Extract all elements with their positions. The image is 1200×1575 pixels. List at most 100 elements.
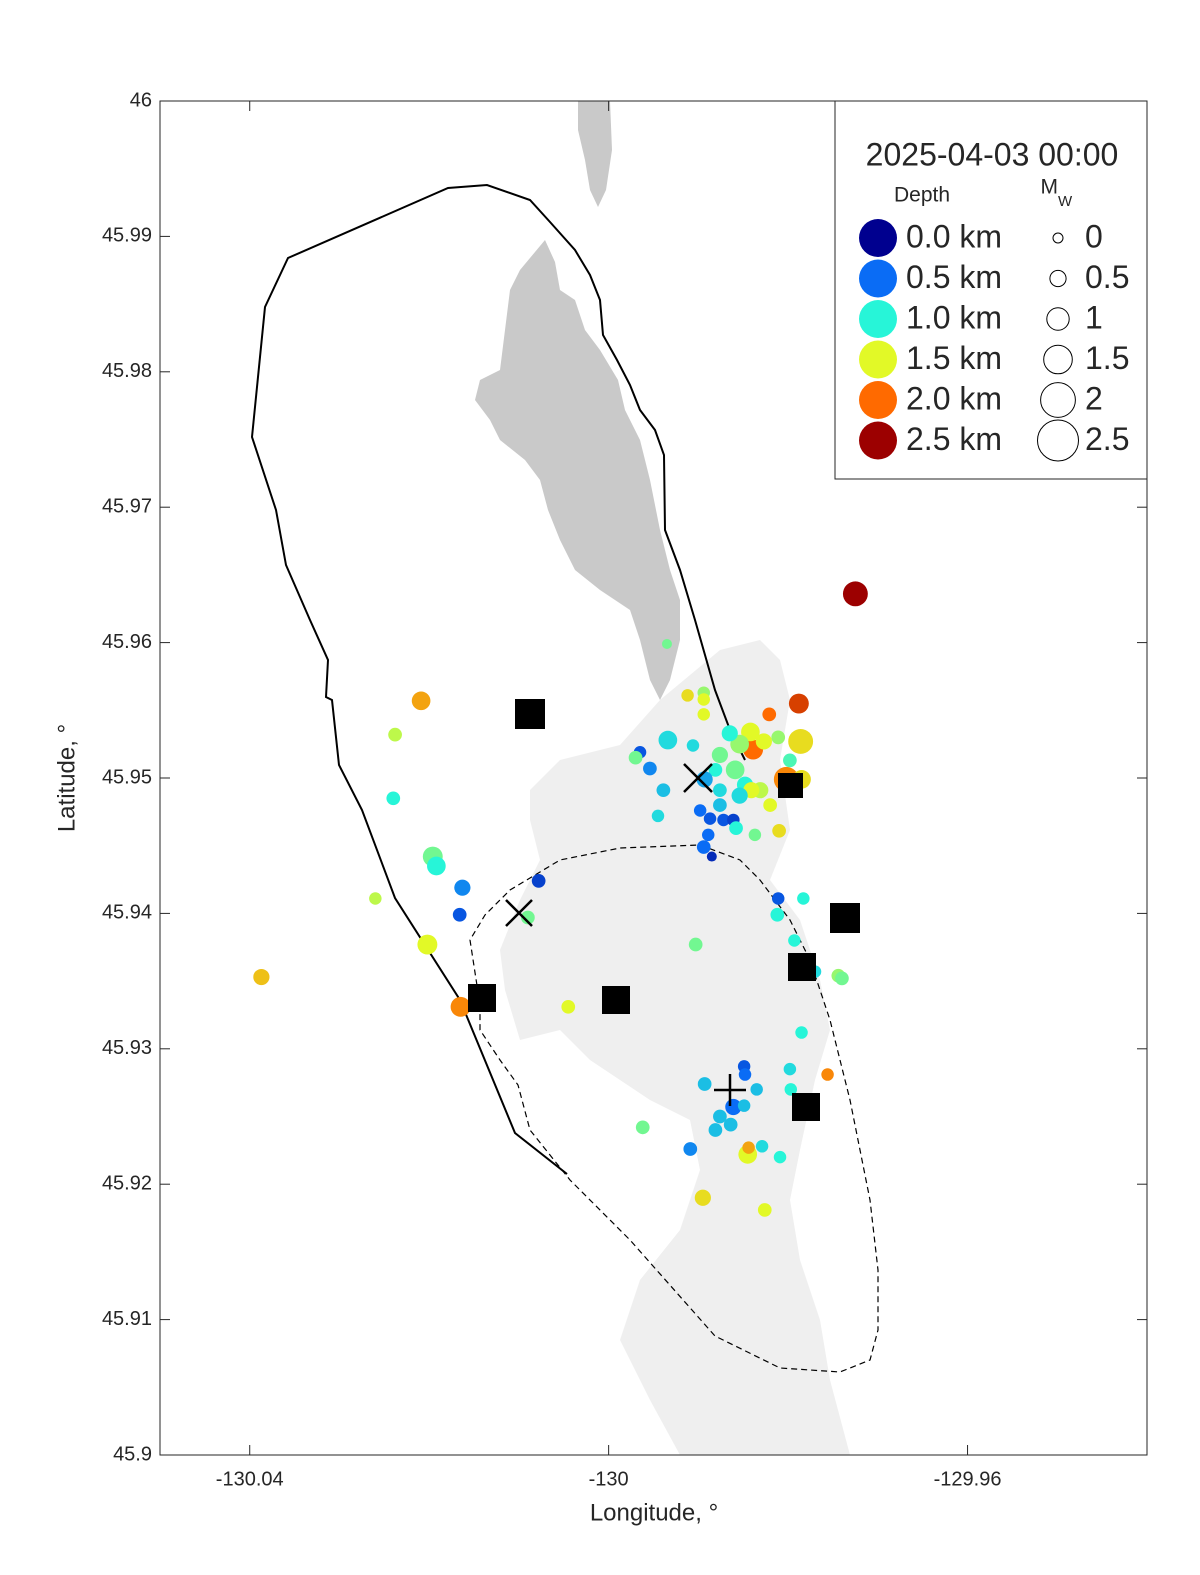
event <box>450 996 471 1017</box>
event <box>628 750 643 765</box>
depth-legend-label: 0.0 km <box>906 218 1002 254</box>
size-legend-swatch <box>1043 344 1073 375</box>
event <box>708 1123 723 1137</box>
size-legend-label: 2 <box>1085 380 1103 416</box>
event <box>788 934 801 947</box>
y-tick-label: 45.97 <box>102 495 152 517</box>
event <box>713 783 727 798</box>
boundary <box>250 183 746 1175</box>
dashed-boundary <box>469 844 879 1373</box>
event <box>772 823 786 838</box>
event <box>686 739 700 752</box>
depth-legend-label: 1.0 km <box>906 299 1002 335</box>
event <box>771 730 786 745</box>
y-tick-label: 45.98 <box>102 360 152 382</box>
y-tick-label: 45.9 <box>113 1443 152 1465</box>
event <box>697 708 710 721</box>
size-legend-title: M <box>1041 176 1059 199</box>
event <box>821 1068 834 1081</box>
x-tick-label: -129.96 <box>934 1468 1002 1490</box>
legend: 2025-04-03 00:00 Depth M W 0.0 km 0.5 km 1… <box>834 100 1148 480</box>
event <box>427 856 446 876</box>
y-tick-label: 45.91 <box>102 1308 152 1330</box>
event <box>701 828 715 842</box>
event <box>757 1203 772 1217</box>
depth-legend-swatch <box>859 219 897 257</box>
event <box>713 1109 727 1124</box>
size-legend-label: 0 <box>1085 218 1103 254</box>
event <box>703 812 717 825</box>
event <box>842 581 868 607</box>
x-tick-label: -130.04 <box>216 1468 284 1490</box>
size-legend-label: 0.5 <box>1085 259 1129 295</box>
event <box>762 707 777 722</box>
event <box>721 725 738 742</box>
event <box>788 693 809 714</box>
event <box>795 1026 808 1039</box>
event <box>688 937 703 952</box>
station <box>830 903 860 933</box>
event <box>656 783 671 798</box>
x-tick-label: -130 <box>589 1468 629 1490</box>
y-tick-label: 45.95 <box>102 766 152 788</box>
event <box>771 892 785 905</box>
event <box>658 730 678 750</box>
size-legend-swatch <box>1046 307 1070 331</box>
event <box>713 798 727 812</box>
depth-legend-swatch <box>859 421 897 460</box>
event <box>386 791 401 806</box>
size-legend-swatch <box>1049 269 1067 288</box>
station <box>788 953 816 981</box>
x-marker <box>505 899 533 927</box>
event <box>452 907 467 922</box>
event <box>763 798 778 812</box>
event <box>531 874 546 888</box>
y-tick-label: 46 <box>130 89 152 111</box>
event <box>742 1141 755 1154</box>
event <box>693 804 707 817</box>
size-legend-swatch <box>1040 382 1076 418</box>
event <box>706 851 717 862</box>
event <box>723 1117 738 1132</box>
y-tick-label: 45.96 <box>102 631 152 653</box>
depth-legend-swatch <box>859 259 897 298</box>
event <box>717 813 730 827</box>
station <box>468 984 496 1012</box>
event <box>738 1068 752 1081</box>
event <box>788 729 814 754</box>
depth-legend-swatch <box>859 300 897 338</box>
event <box>729 821 743 835</box>
event <box>783 1062 797 1076</box>
y-tick-label: 45.93 <box>102 1037 152 1059</box>
event <box>755 1140 769 1153</box>
event <box>697 1077 712 1091</box>
size-legend-label: 1.5 <box>1085 340 1129 376</box>
event <box>797 892 810 905</box>
event <box>725 760 745 780</box>
land <box>500 640 850 1455</box>
y-tick-label: 45.99 <box>102 225 152 247</box>
event <box>561 999 576 1014</box>
event <box>411 691 431 711</box>
legend-title: 2025-04-03 00:00 <box>866 136 1119 172</box>
event <box>731 787 748 804</box>
depth-legend-label: 2.0 km <box>906 380 1002 416</box>
depth-legend-label: 2.5 km <box>906 421 1002 457</box>
event <box>737 1099 751 1112</box>
depth-legend-label: 0.5 km <box>906 259 1002 295</box>
axes: 45.9 45.91 45.92 45.93 45.94 45.95 45.96 45.97 4… <box>102 89 1147 1490</box>
event <box>755 733 772 750</box>
y-tick-label: 45.92 <box>102 1172 152 1194</box>
event <box>651 809 665 823</box>
event <box>784 1083 798 1096</box>
event <box>708 763 723 777</box>
event <box>770 907 785 922</box>
stations <box>468 699 860 1121</box>
event <box>643 761 657 776</box>
size-legend-label: 1 <box>1085 299 1103 335</box>
event <box>661 638 672 649</box>
x-marker <box>683 763 713 793</box>
depth-legend-title: Depth <box>894 184 950 207</box>
event <box>417 934 438 955</box>
